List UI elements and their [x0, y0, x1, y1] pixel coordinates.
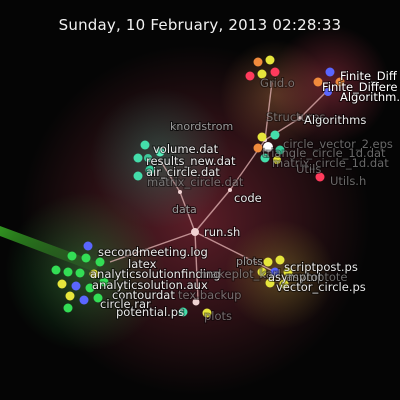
label-run-sh: run.sh: [204, 225, 240, 239]
label-knordstrom: knordstrom: [170, 120, 233, 133]
label-matrix-circle-1d-dat: matrix_circle_1d.dat: [272, 156, 389, 170]
label-plots: plots: [236, 255, 263, 268]
user-activity-beam: [0, 226, 100, 272]
label-asymptote: asymptote: [286, 270, 347, 284]
label-matrix-circle-dat: matrix_circle.dat: [147, 175, 244, 189]
edge-structures-grid: [264, 81, 273, 141]
edge-root-latex: [109, 231, 196, 263]
label-algorithm-h: Algorithm.h: [340, 90, 400, 104]
label-structures: Structures: [266, 110, 326, 124]
label-plots-ghost: plots: [204, 309, 232, 323]
label-secondmeeting-log: secondmeeting.log: [98, 245, 208, 259]
label-algorithms: Algorithms: [304, 113, 366, 127]
label-analyticsolution-aux: analyticsolution.aux: [92, 278, 208, 292]
plots-file-cluster: [257, 255, 293, 289]
label-analyticsolutionfinding: analyticsolutionfinding: [90, 267, 221, 281]
edge-root-data: [179, 191, 196, 233]
label-scriptpost-ps: scriptpost.ps: [284, 260, 358, 274]
label-circle-rar: circle.rar: [100, 297, 151, 311]
label-code: code: [234, 191, 262, 205]
label-triangle-circle-1d-dat: triangle_circle_1d.dat: [262, 146, 386, 160]
label-circle-vector-2-eps: circle_vector_2.eps: [283, 137, 393, 151]
edge-root-plots: [194, 231, 276, 273]
label-latex: latex: [128, 257, 157, 271]
label-finite-diff: Finite_Diff: [340, 69, 398, 83]
label-asymptot: asymptot: [268, 270, 323, 284]
label-data: data: [172, 203, 197, 216]
label-volume-dat: volume.dat: [153, 142, 219, 156]
backup-file-nodes: [178, 298, 212, 318]
graph-labels: knordstrom data code run.sh volume.dat r…: [89, 68, 400, 324]
root-dir-node: [191, 228, 199, 236]
label-tex-backup: tex.backup: [178, 288, 241, 302]
label-contourdat: contourdat: [112, 288, 175, 302]
grid-file-cluster: [245, 55, 345, 96]
label-utils-h: Utils.h: [330, 174, 366, 188]
label-utils: Utils: [296, 162, 321, 176]
code-dir-node: [228, 188, 232, 192]
label-results-new-dat: results_new.dat: [146, 154, 236, 168]
latex-file-cluster: [51, 241, 109, 313]
label-makeplot-karl: makeplot_karl: [200, 267, 281, 281]
algorithms-dir-node: [298, 116, 302, 120]
date-time-display: Sunday, 10 February, 2013 02:28:33: [58, 16, 342, 34]
data-file-cluster: [133, 140, 165, 181]
label-air-circle-dat: air_circle.dat: [146, 165, 220, 179]
edge-root-code: [194, 189, 231, 233]
label-potential-ps: potential.ps: [116, 305, 184, 319]
label-vector-circle-ps: vector_circle.ps: [276, 280, 366, 294]
edge-root-backup: [194, 231, 199, 301]
label-grid-o: Grid.o: [260, 76, 295, 90]
label-finite-differe: Finite_Differe: [322, 80, 397, 94]
cluster-glows: [5, 25, 390, 395]
edge-data-volume: [159, 159, 181, 193]
data-dir-node: [178, 190, 182, 194]
structures-file-cluster: [253, 130, 325, 182]
